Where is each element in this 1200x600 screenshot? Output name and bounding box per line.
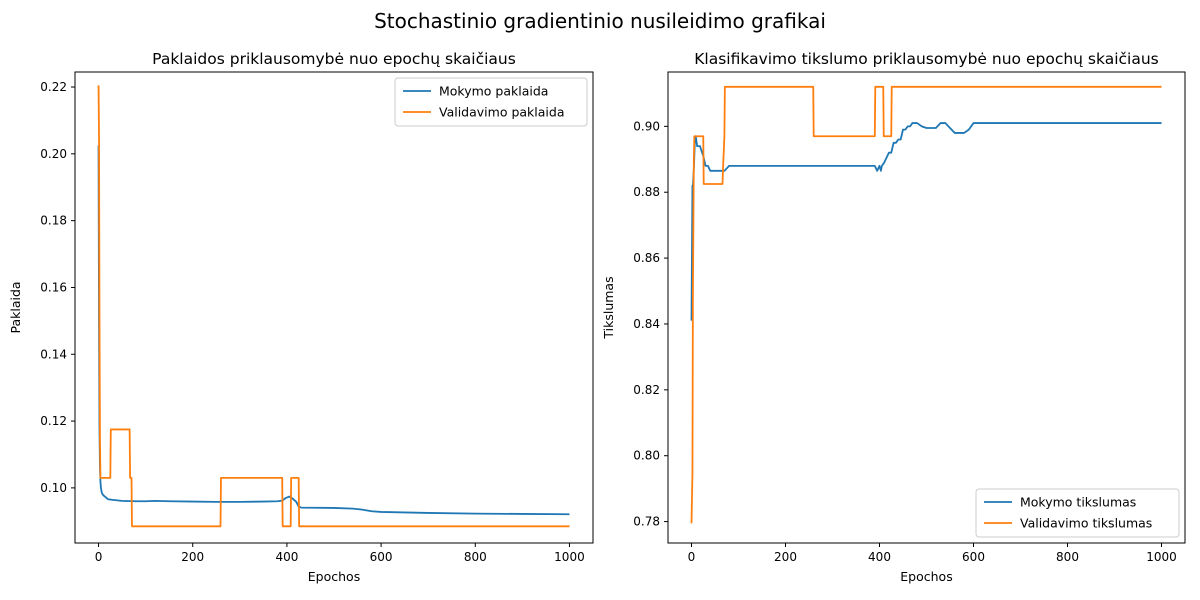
x-tick-label: 400 bbox=[868, 550, 891, 564]
y-tick-label: 0.78 bbox=[633, 515, 660, 529]
legend: Mokymo paklaida Validavimo paklaida bbox=[394, 77, 588, 127]
x-tick-label: 600 bbox=[962, 550, 985, 564]
y-tick-label: 0.16 bbox=[40, 280, 67, 294]
series-line-2 bbox=[97, 85, 570, 528]
legend-label: Mokymo tikslumas bbox=[1020, 495, 1136, 510]
y-tick-label: 0.86 bbox=[633, 251, 660, 265]
series-line-1 bbox=[97, 145, 570, 516]
chart-title: Paklaidos priklausomybė nuo epochų skaič… bbox=[152, 50, 516, 68]
y-tick-label: 0.10 bbox=[40, 481, 67, 495]
legend: Mokymo tikslumas Validavimo tikslumas bbox=[975, 488, 1180, 538]
series-line-2 bbox=[690, 85, 1162, 524]
y-tick-label: 0.22 bbox=[40, 80, 67, 94]
x-tick-label: 600 bbox=[370, 550, 393, 564]
x-tick-label: 400 bbox=[275, 550, 298, 564]
y-tick-label: 0.84 bbox=[633, 317, 660, 331]
y-tick-label: 0.12 bbox=[40, 414, 67, 428]
y-tick-label: 0.80 bbox=[633, 449, 660, 463]
axes-frame bbox=[74, 71, 594, 544]
x-tick-label: 200 bbox=[181, 550, 204, 564]
accuracy-chart-panel: Klasifikavimo tikslumo priklausomybė nuo… bbox=[601, 50, 1186, 584]
x-tick-label: 1000 bbox=[554, 550, 585, 564]
y-tick-label: 0.14 bbox=[40, 347, 67, 361]
legend-label: Mokymo paklaida bbox=[439, 84, 548, 99]
x-tick-label: 800 bbox=[1056, 550, 1079, 564]
x-axis-label: Epochos bbox=[900, 569, 952, 584]
x-axis-label: Epochos bbox=[308, 569, 360, 584]
loss-chart-panel: Paklaidos priklausomybė nuo epochų skaič… bbox=[8, 50, 594, 584]
y-axis-label: Paklaida bbox=[8, 281, 23, 333]
x-tick-label: 200 bbox=[774, 550, 797, 564]
legend-box bbox=[975, 488, 1180, 538]
y-tick-label: 0.88 bbox=[633, 185, 660, 199]
chart-title: Klasifikavimo tikslumo priklausomybė nuo… bbox=[694, 50, 1158, 68]
figure-suptitle: Stochastinio gradientinio nusileidimo gr… bbox=[374, 9, 826, 33]
y-tick-label: 0.82 bbox=[633, 383, 660, 397]
x-tick-label: 1000 bbox=[1146, 550, 1177, 564]
legend-label: Validavimo tikslumas bbox=[1020, 516, 1152, 531]
x-tick-label: 0 bbox=[688, 550, 696, 564]
y-tick-label: 0.90 bbox=[633, 119, 660, 133]
x-tick-label: 0 bbox=[95, 550, 103, 564]
y-tick-label: 0.20 bbox=[40, 147, 67, 161]
axes-frame bbox=[667, 71, 1186, 544]
series-line-1 bbox=[690, 122, 1162, 321]
x-tick-label: 800 bbox=[464, 550, 487, 564]
y-axis-label: Tikslumas bbox=[601, 276, 616, 339]
y-tick-label: 0.18 bbox=[40, 214, 67, 228]
legend-box bbox=[394, 77, 588, 127]
legend-label: Validavimo paklaida bbox=[439, 105, 564, 120]
